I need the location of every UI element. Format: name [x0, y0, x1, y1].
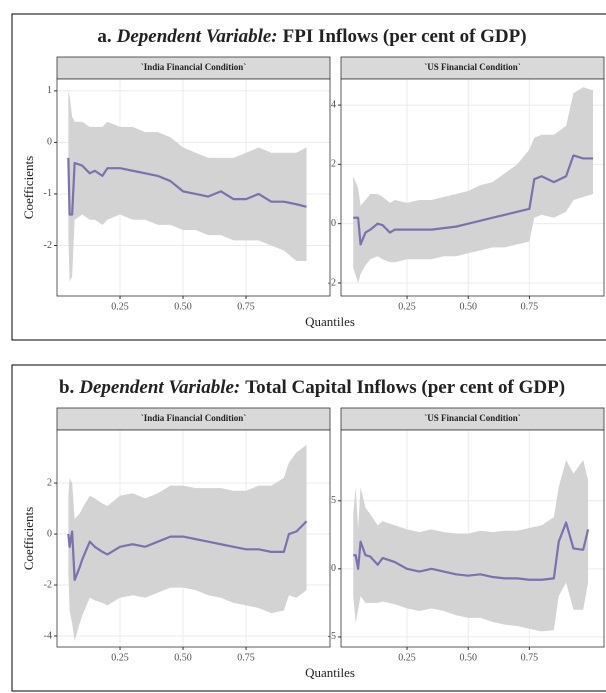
- x-tick-label: 0.50: [459, 301, 477, 312]
- y-tick-label: 2: [47, 477, 52, 488]
- y-tick-label: 1: [47, 85, 52, 96]
- title-label: a.: [97, 26, 111, 47]
- x-tick-label: 0.25: [111, 301, 129, 312]
- confidence-band: [353, 459, 589, 632]
- figure-frame: [11, 13, 606, 341]
- coefficient-line: [353, 154, 593, 246]
- coefficient-line: [67, 520, 308, 582]
- y-tick-label: 2: [331, 159, 336, 170]
- x-tick-label: 0.75: [521, 301, 539, 312]
- x-tick-label: 0.50: [174, 301, 192, 312]
- y-tick-label: -4: [44, 630, 52, 641]
- title-label: b.: [59, 377, 74, 398]
- strip-label: `US Financial Condition`: [424, 413, 521, 423]
- title-text: Total Capital Inflows (per cent of GDP): [245, 377, 565, 398]
- figure-panel: b. Dependent Variable: Total Capital Inflo…: [11, 364, 606, 692]
- x-tick-label: 0.75: [237, 301, 255, 312]
- y-tick-label: -2: [44, 579, 52, 590]
- y-tick-label: -1: [44, 188, 52, 199]
- y-tick-label: -5: [328, 631, 336, 642]
- y-tick-label: 5: [331, 495, 336, 506]
- x-tick-label: 0.75: [237, 652, 255, 663]
- coefficient-line: [353, 521, 590, 581]
- y-axis-title: Coefficients: [21, 156, 36, 219]
- title-emphasis: Dependent Variable:: [116, 26, 278, 47]
- figure-title: b. Dependent Variable: Total Capital Inflo…: [59, 377, 565, 398]
- x-tick-label: 0.25: [398, 301, 416, 312]
- figure-frame: [11, 364, 606, 692]
- figure-panel: a. Dependent Variable: FPI Inflows (per ce…: [11, 13, 606, 341]
- x-tick-label: 0.25: [398, 652, 416, 663]
- x-tick-label: 0.25: [111, 652, 129, 663]
- title-emphasis: Dependent Variable:: [78, 377, 240, 398]
- x-axis-title: Quantiles: [305, 665, 355, 680]
- figure-title: a. Dependent Variable: FPI Inflows (per ce…: [97, 26, 526, 47]
- coefficient-line: [67, 157, 307, 216]
- x-axis-title: Quantiles: [305, 314, 355, 329]
- strip-label: `India Financial Condition`: [141, 413, 247, 423]
- confidence-band: [68, 444, 307, 642]
- y-tick-label: 0: [47, 137, 52, 148]
- x-tick-label: 0.50: [174, 652, 192, 663]
- panel-border: [340, 429, 605, 648]
- y-axis-title: Coefficients: [21, 507, 36, 570]
- panel-border: [56, 429, 331, 648]
- strip-label: `India Financial Condition`: [141, 62, 247, 72]
- x-tick-label: 0.50: [459, 652, 477, 663]
- confidence-band: [353, 87, 593, 283]
- panel-border: [340, 78, 605, 297]
- confidence-band: [68, 90, 307, 282]
- y-tick-label: 0: [47, 528, 52, 539]
- panel-border: [56, 78, 331, 297]
- y-tick-label: 0: [331, 563, 336, 574]
- y-tick-label: 4: [331, 99, 336, 110]
- y-tick-label: -2: [44, 240, 52, 251]
- y-tick-label: 0: [331, 218, 336, 229]
- x-tick-label: 0.75: [521, 652, 539, 663]
- y-tick-label: -2: [328, 277, 336, 288]
- title-text: FPI Inflows (per cent of GDP): [283, 26, 527, 47]
- strip-label: `US Financial Condition`: [424, 62, 521, 72]
